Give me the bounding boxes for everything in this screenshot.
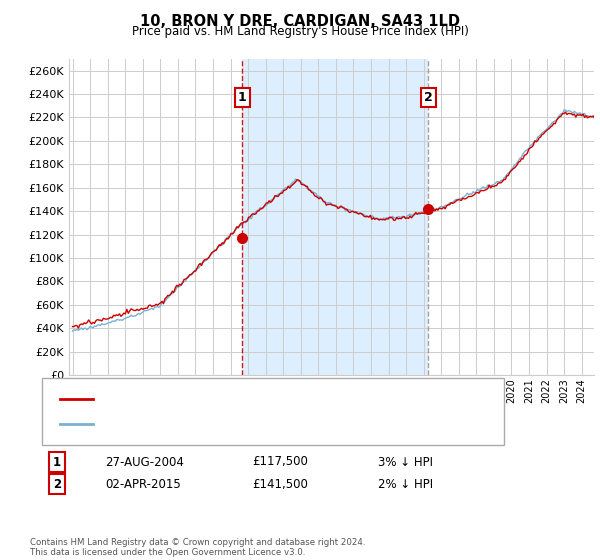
Text: 10, BRON Y DRE, CARDIGAN, SA43 1LD: 10, BRON Y DRE, CARDIGAN, SA43 1LD [140, 14, 460, 29]
Text: 1: 1 [238, 91, 247, 104]
Text: HPI: Average price, semi-detached house, Ceredigion: HPI: Average price, semi-detached house,… [102, 419, 380, 429]
Text: Price paid vs. HM Land Registry's House Price Index (HPI): Price paid vs. HM Land Registry's House … [131, 25, 469, 38]
Text: 02-APR-2015: 02-APR-2015 [105, 478, 181, 491]
Text: 27-AUG-2004: 27-AUG-2004 [105, 455, 184, 469]
Text: £141,500: £141,500 [252, 478, 308, 491]
Text: 2: 2 [53, 478, 61, 491]
Text: Contains HM Land Registry data © Crown copyright and database right 2024.
This d: Contains HM Land Registry data © Crown c… [30, 538, 365, 557]
Text: 3% ↓ HPI: 3% ↓ HPI [378, 455, 433, 469]
Text: 2% ↓ HPI: 2% ↓ HPI [378, 478, 433, 491]
Bar [242, 59, 428, 375]
Text: 10, BRON Y DRE, CARDIGAN, SA43 1LD (semi-detached house): 10, BRON Y DRE, CARDIGAN, SA43 1LD (semi… [102, 394, 430, 404]
Text: 1: 1 [53, 455, 61, 469]
Text: 2: 2 [424, 91, 433, 104]
Text: £117,500: £117,500 [252, 455, 308, 469]
